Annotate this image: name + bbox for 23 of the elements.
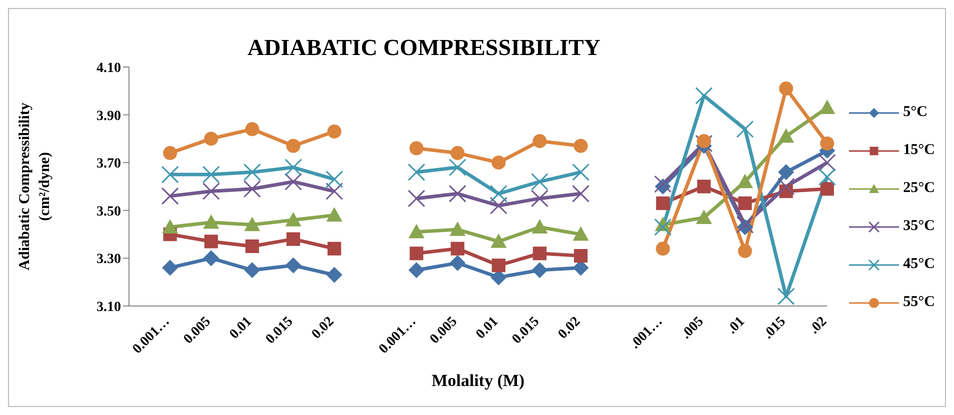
x-tick-label: 0.02 bbox=[309, 314, 338, 342]
legend-label: 35°C bbox=[903, 218, 935, 235]
x-tick-label: 0.01 bbox=[474, 314, 502, 342]
chart-title: ADIABATIC COMPRESSIBILITY bbox=[246, 35, 602, 61]
y-tick-label: 3.30 bbox=[96, 252, 121, 268]
y-tick-label: 3.50 bbox=[96, 204, 121, 220]
x-tick-label: 0.01 bbox=[227, 314, 256, 342]
x-tick-label: .005 bbox=[678, 314, 707, 342]
x-tick-label: 0.02 bbox=[556, 314, 584, 342]
x-tick-label: .01 bbox=[724, 314, 748, 338]
legend-label: 25°C bbox=[903, 180, 935, 197]
y-axis-title: Adiabatic Compressibility (cm²/dyne) bbox=[17, 102, 53, 270]
x-tick-label: .02 bbox=[807, 314, 830, 338]
legend-label: 45°C bbox=[903, 256, 935, 273]
legend-label: 15°C bbox=[903, 142, 935, 159]
y-tick-label: 3.10 bbox=[96, 300, 121, 315]
legend-label: 5°C bbox=[903, 104, 928, 121]
x-axis-title: Molality (M) bbox=[432, 371, 525, 390]
y-tick-label: 3.90 bbox=[96, 108, 121, 124]
y-tick-label: 4.10 bbox=[96, 60, 121, 76]
legend-label: 55°C bbox=[903, 294, 935, 311]
x-tick-label: .015 bbox=[760, 314, 789, 342]
y-tick-label: 3.70 bbox=[96, 156, 121, 172]
